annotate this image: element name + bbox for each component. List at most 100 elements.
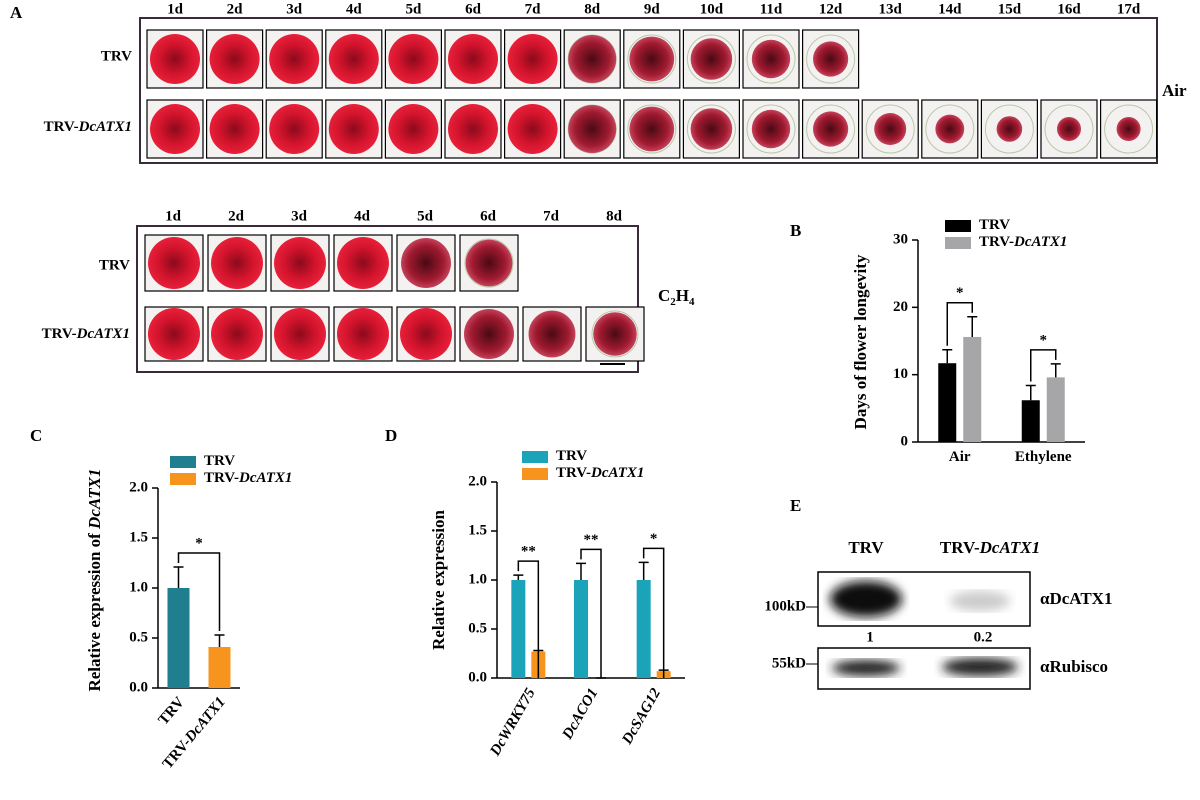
row-label: TRV xyxy=(101,48,132,64)
flower-photo xyxy=(980,99,1039,159)
flower xyxy=(401,238,451,288)
day-label: 14d xyxy=(938,1,962,17)
legend-swatch xyxy=(945,220,971,232)
significance-bracket xyxy=(580,548,602,678)
y-tick-label: 1.5 xyxy=(468,522,487,538)
significance-mark: * xyxy=(956,285,964,301)
y-tick-label: 10 xyxy=(893,366,908,382)
flower xyxy=(1057,117,1081,141)
dish xyxy=(464,238,514,288)
flower xyxy=(269,104,320,154)
day-label: 2d xyxy=(228,208,245,224)
day-label: 10d xyxy=(700,1,724,17)
bar xyxy=(574,580,588,678)
flower xyxy=(209,34,260,84)
row-label: TRV-DcATX1 xyxy=(42,326,130,342)
error-bar xyxy=(1050,363,1061,378)
significance-mark: * xyxy=(650,531,658,547)
flower xyxy=(328,34,379,84)
condition-label: C2H4 xyxy=(658,286,695,308)
flower xyxy=(528,310,576,358)
flower xyxy=(568,105,617,153)
band xyxy=(942,658,1018,676)
y-axis-label: Relative expression of DcATX1 xyxy=(85,468,104,691)
dish xyxy=(1104,104,1154,154)
day-label: 7d xyxy=(525,1,542,17)
legend-swatch xyxy=(945,237,971,249)
flower xyxy=(150,34,200,84)
bar xyxy=(167,588,190,688)
significance-mark: ** xyxy=(521,544,536,560)
flower xyxy=(274,308,326,360)
legend-swatch xyxy=(170,473,196,485)
day-label: 5d xyxy=(405,1,422,17)
bar xyxy=(963,336,982,442)
significance-mark: * xyxy=(1040,332,1048,348)
band-intensity: 1 xyxy=(866,629,874,645)
significance-bracket xyxy=(1030,349,1057,382)
error-bar xyxy=(1025,384,1036,401)
flower xyxy=(148,237,200,289)
day-label: 9d xyxy=(644,1,661,17)
x-tick-label: Ethylene xyxy=(1015,449,1072,465)
flower xyxy=(465,239,513,287)
flower xyxy=(813,41,849,77)
significance-bracket xyxy=(177,552,221,631)
x-tick-label: DcACO1 xyxy=(559,686,601,743)
y-tick-label: 1.0 xyxy=(468,571,487,587)
flower xyxy=(337,308,389,360)
day-label: 11d xyxy=(760,1,783,17)
flower xyxy=(400,308,452,360)
flower xyxy=(507,34,558,84)
error-bar xyxy=(513,574,524,580)
marker-label: 100kD xyxy=(764,598,806,614)
dish xyxy=(865,104,915,154)
flower xyxy=(568,35,617,83)
day-label: 8d xyxy=(606,208,623,224)
flower xyxy=(211,237,263,289)
x-tick-label: DcSAG12 xyxy=(619,685,664,748)
antibody-label: αRubisco xyxy=(1040,657,1108,676)
flower xyxy=(148,308,200,360)
band-intensity: 0.2 xyxy=(974,629,993,645)
error-bar xyxy=(967,316,978,337)
day-label: 6d xyxy=(480,208,497,224)
legend-swatch xyxy=(522,468,548,480)
y-tick-label: 1.5 xyxy=(129,529,148,545)
panel-a-air-frame xyxy=(139,17,1158,164)
legend-label: TRV-DcATX1 xyxy=(979,234,1067,250)
flower xyxy=(935,114,965,144)
x-tick-label: Air xyxy=(949,449,971,465)
day-label: 12d xyxy=(819,1,843,17)
row-label: TRV-DcATX1 xyxy=(44,119,132,135)
flower xyxy=(448,104,498,154)
legend-swatch xyxy=(522,451,548,463)
day-label: 3d xyxy=(286,1,303,17)
flower xyxy=(1116,117,1141,141)
flower xyxy=(274,237,326,289)
day-label: 6d xyxy=(465,1,482,17)
flower xyxy=(690,38,733,80)
bar xyxy=(1021,400,1040,442)
x-tick-label: TRV xyxy=(156,694,188,728)
y-tick-label: 20 xyxy=(893,299,908,315)
panel-label: D xyxy=(385,426,397,445)
y-tick-label: 0 xyxy=(901,433,909,449)
legend-label: TRV-DcATX1 xyxy=(204,470,292,486)
flower xyxy=(813,111,849,147)
condition-label: Air xyxy=(1162,81,1187,100)
day-label: 2d xyxy=(227,1,244,17)
flower xyxy=(464,309,514,359)
error-bar xyxy=(576,562,586,580)
day-label: 17d xyxy=(1117,1,1141,17)
panel-a-ethylene-frame xyxy=(136,225,639,373)
band xyxy=(950,591,1010,611)
flower xyxy=(337,237,389,289)
lane-label: TRV xyxy=(848,538,884,557)
flower xyxy=(269,34,320,84)
dish xyxy=(627,34,677,84)
bar xyxy=(208,647,231,688)
bar xyxy=(938,363,957,442)
dish xyxy=(925,104,975,154)
